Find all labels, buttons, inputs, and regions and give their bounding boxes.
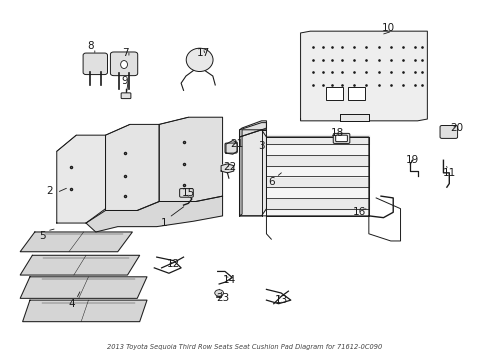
- Polygon shape: [20, 277, 147, 298]
- FancyBboxPatch shape: [224, 143, 237, 153]
- FancyBboxPatch shape: [335, 135, 346, 141]
- Bar: [325, 87, 343, 100]
- Text: 9: 9: [122, 76, 128, 86]
- Polygon shape: [57, 135, 105, 223]
- Polygon shape: [159, 117, 222, 202]
- Polygon shape: [221, 164, 233, 173]
- Text: 13: 13: [274, 295, 287, 305]
- Text: 21: 21: [230, 139, 244, 149]
- Text: 5: 5: [39, 231, 45, 240]
- FancyBboxPatch shape: [83, 53, 107, 75]
- Text: 19: 19: [405, 155, 419, 165]
- Polygon shape: [239, 123, 266, 137]
- Circle shape: [214, 290, 223, 296]
- Text: 1: 1: [161, 218, 167, 228]
- Text: 20: 20: [449, 123, 462, 133]
- Text: 23: 23: [216, 293, 229, 303]
- Polygon shape: [266, 137, 368, 216]
- FancyBboxPatch shape: [121, 93, 131, 99]
- Text: 7: 7: [122, 48, 128, 58]
- Polygon shape: [266, 199, 368, 209]
- Text: 2013 Toyota Sequoia Third Row Seats Seat Cushion Pad Diagram for 71612-0C090: 2013 Toyota Sequoia Third Row Seats Seat…: [107, 344, 381, 350]
- Text: 10: 10: [381, 23, 394, 33]
- FancyBboxPatch shape: [439, 126, 457, 138]
- Text: 2: 2: [46, 186, 53, 196]
- Text: 4: 4: [68, 299, 75, 309]
- Polygon shape: [20, 232, 132, 252]
- FancyBboxPatch shape: [179, 189, 193, 197]
- Polygon shape: [266, 178, 368, 187]
- Ellipse shape: [121, 60, 127, 68]
- Polygon shape: [86, 196, 222, 232]
- Text: 17: 17: [196, 48, 209, 58]
- Text: 18: 18: [330, 129, 343, 138]
- Bar: [347, 87, 365, 100]
- Polygon shape: [20, 255, 140, 275]
- Polygon shape: [300, 31, 427, 121]
- Text: 6: 6: [267, 177, 274, 187]
- Text: 8: 8: [87, 41, 94, 50]
- Text: 22: 22: [223, 162, 236, 172]
- Polygon shape: [266, 135, 368, 144]
- Text: 12: 12: [167, 259, 180, 269]
- Polygon shape: [105, 125, 159, 211]
- Polygon shape: [266, 156, 368, 166]
- Text: 15: 15: [182, 188, 195, 198]
- Polygon shape: [239, 130, 266, 216]
- FancyBboxPatch shape: [110, 52, 138, 76]
- FancyBboxPatch shape: [332, 134, 349, 143]
- Text: 11: 11: [442, 168, 455, 178]
- Polygon shape: [22, 300, 147, 321]
- Text: 14: 14: [223, 275, 236, 285]
- Polygon shape: [225, 140, 237, 154]
- Ellipse shape: [186, 48, 213, 72]
- Bar: [339, 114, 368, 121]
- Text: 3: 3: [258, 141, 264, 151]
- Text: 16: 16: [352, 207, 365, 217]
- Polygon shape: [239, 121, 266, 216]
